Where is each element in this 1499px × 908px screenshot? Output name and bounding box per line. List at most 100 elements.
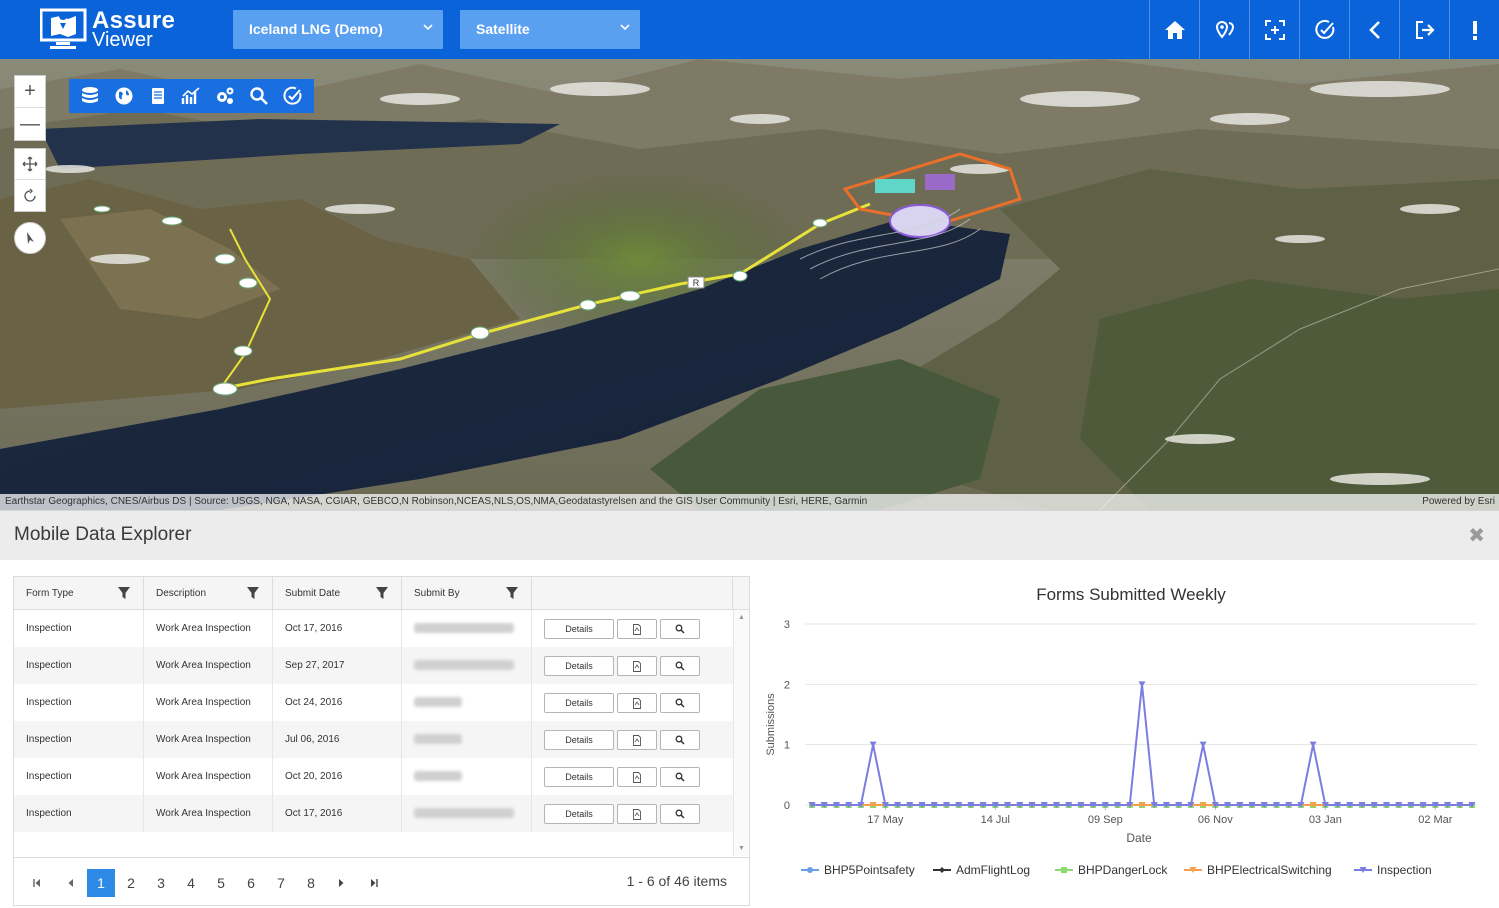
zoom-to-button[interactable] (660, 693, 700, 713)
series-point-4 (1004, 802, 1012, 808)
pdf-icon (633, 808, 641, 820)
zoom-to-button[interactable] (660, 730, 700, 750)
forms-tool[interactable] (282, 85, 304, 107)
table-row[interactable]: Inspection Work Area Inspection Oct 17, 20… (14, 610, 733, 647)
database-icon (81, 87, 98, 103)
search-tool[interactable] (248, 85, 270, 107)
series-point-4 (1138, 681, 1146, 688)
page-button[interactable]: 8 (307, 875, 315, 891)
pdf-button[interactable] (617, 767, 657, 787)
documents-tool[interactable] (147, 85, 169, 107)
page-button[interactable]: 1 (87, 869, 115, 897)
search-icon (675, 624, 685, 634)
zoom-to-button[interactable] (660, 767, 700, 787)
back-button[interactable] (1349, 0, 1399, 59)
zoom-out-button[interactable]: — (20, 112, 40, 135)
first-page-button[interactable] (23, 869, 51, 897)
close-icon[interactable]: ✖ (1468, 525, 1485, 547)
page-button[interactable]: 4 (187, 875, 195, 891)
details-button[interactable]: Details (544, 730, 614, 750)
page-button[interactable]: 6 (247, 875, 255, 891)
column-submit-by[interactable]: Submit By (402, 577, 532, 610)
pan-button[interactable] (15, 149, 45, 180)
move-icon (22, 156, 38, 172)
table-row[interactable]: Inspection Work Area Inspection Oct 17, 20… (14, 795, 733, 832)
check-icon (1314, 19, 1334, 39)
home-button[interactable] (1149, 0, 1199, 59)
powered-by[interactable]: Powered by Esri (1422, 496, 1495, 507)
filter-icon[interactable] (117, 586, 131, 600)
details-button[interactable]: Details (544, 619, 614, 639)
pdf-button[interactable] (617, 693, 657, 713)
next-page-icon (339, 879, 344, 887)
table-row[interactable]: Inspection Work Area Inspection Oct 24, 20… (14, 684, 733, 721)
last-page-button[interactable] (360, 869, 388, 897)
page-button[interactable]: 5 (217, 875, 225, 891)
series-point-4 (918, 802, 926, 808)
analytics-tool[interactable] (180, 85, 202, 107)
pdf-icon (633, 771, 641, 783)
basemap-select-value: Satellite (476, 21, 530, 37)
page-button[interactable]: 7 (277, 875, 285, 891)
details-button[interactable]: Details (544, 804, 614, 824)
zoom-to-button[interactable] (660, 656, 700, 676)
basemap-select[interactable]: Satellite (460, 10, 640, 49)
logout-button[interactable] (1399, 0, 1449, 59)
scroll-up-icon[interactable]: ▲ (738, 614, 745, 621)
details-button[interactable]: Details (544, 767, 614, 787)
column-submit-date[interactable]: Submit Date (273, 577, 402, 610)
pdf-icon (633, 697, 641, 709)
basemap-tool[interactable] (113, 85, 135, 107)
cell-submit-date: Oct 17, 2016 (273, 795, 402, 832)
series-point-4 (1419, 802, 1427, 808)
x-tick-label: 09 Sep (1088, 814, 1123, 826)
layers-tool[interactable] (79, 85, 101, 107)
column-form-type[interactable]: Form Type (14, 577, 144, 610)
alerts-button[interactable] (1449, 0, 1499, 59)
page-button[interactable]: 3 (157, 875, 165, 891)
cell-actions: Details (532, 758, 733, 795)
cell-description: Work Area Inspection (144, 647, 273, 684)
details-button[interactable]: Details (544, 693, 614, 713)
pdf-button[interactable] (617, 656, 657, 676)
cell-submit-date: Oct 20, 2016 (273, 758, 402, 795)
compass-button[interactable] (14, 222, 46, 254)
next-page-button[interactable] (327, 869, 355, 897)
satellite-terrain: R (0, 59, 1499, 510)
forms-button[interactable] (1299, 0, 1349, 59)
series-point-4 (967, 802, 975, 808)
settings-tool[interactable] (214, 85, 236, 107)
details-button[interactable]: Details (544, 656, 614, 676)
pdf-button[interactable] (617, 619, 657, 639)
zoom-to-button[interactable] (660, 804, 700, 824)
grid-scrollbar[interactable]: ▲ ▼ (733, 610, 749, 856)
pdf-button[interactable] (617, 730, 657, 750)
filter-icon[interactable] (246, 586, 260, 600)
table-row[interactable]: Inspection Work Area Inspection Sep 27, 20… (14, 647, 733, 684)
logo-icon (40, 8, 87, 49)
project-select[interactable]: Iceland LNG (Demo) (233, 10, 443, 49)
weekly-forms-chart: Forms Submitted Weekly 0 1 2 3 Submissions 17 … (760, 576, 1490, 906)
page-button[interactable]: 2 (127, 875, 135, 891)
legend-marker (1359, 867, 1367, 873)
prev-page-button[interactable] (57, 869, 85, 897)
zoom-in-button[interactable]: + (15, 76, 45, 108)
column-description[interactable]: Description (144, 577, 273, 610)
pdf-button[interactable] (617, 804, 657, 824)
map-view[interactable]: R + — Earthstar Geographics, CNES/Airbus… (0, 59, 1499, 510)
bookmarks-button[interactable] (1199, 0, 1249, 59)
scroll-down-icon[interactable]: ▼ (738, 845, 745, 852)
zoom-to-button[interactable] (660, 619, 700, 639)
series-point-3 (1138, 802, 1146, 808)
table-row[interactable]: Inspection Work Area Inspection Jul 06, 20… (14, 721, 733, 758)
rotate-button[interactable] (15, 180, 45, 211)
filter-icon[interactable] (375, 586, 389, 600)
filter-icon[interactable] (505, 586, 519, 600)
series-point-4 (1028, 802, 1036, 808)
table-row[interactable]: Inspection Work Area Inspection Oct 20, 20… (14, 758, 733, 795)
series-point-4 (1101, 802, 1109, 808)
full-extent-button[interactable] (1249, 0, 1299, 59)
app-logo[interactable]: Assure Viewer (40, 6, 190, 52)
series-point-4 (1431, 802, 1439, 808)
logo-subtitle: Viewer (92, 29, 153, 51)
